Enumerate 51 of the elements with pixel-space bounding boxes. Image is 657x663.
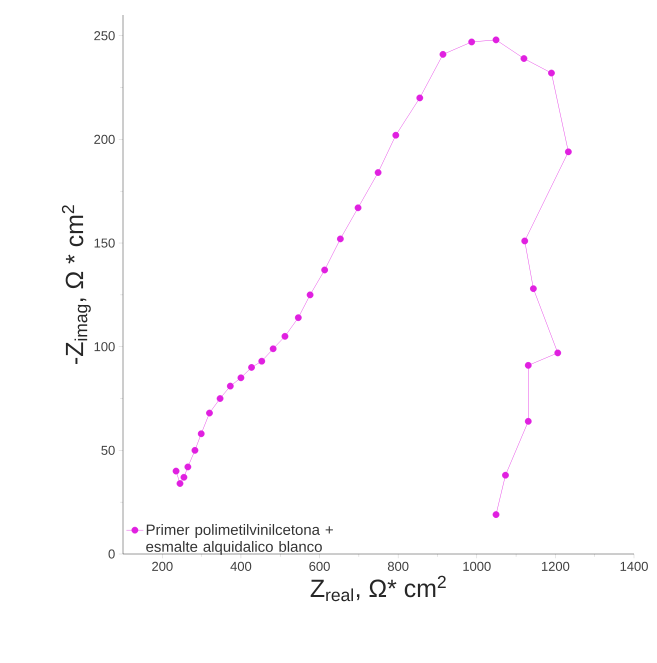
point: [226, 382, 234, 390]
point: [336, 235, 344, 242]
point: [248, 364, 255, 371]
x-tick-label: 1200: [542, 562, 570, 571]
point: [184, 464, 192, 470]
point: [524, 418, 532, 425]
point: [306, 291, 314, 298]
point: [548, 70, 555, 76]
x-tick-label: 400: [230, 562, 252, 571]
y-tick-label: 0: [108, 549, 115, 559]
point: [492, 36, 500, 44]
point: [492, 511, 500, 518]
point: [176, 480, 184, 487]
point: [521, 238, 528, 244]
y-tick-label: 250: [94, 31, 115, 40]
point: [238, 374, 244, 382]
point: [258, 358, 266, 365]
point: [554, 350, 562, 356]
x-tick-label: 600: [309, 562, 330, 571]
point: [192, 446, 198, 454]
point: [172, 468, 180, 474]
y-axis-title: -Z$_{imag}$, Ω * cm$^{2}$: [62, 205, 91, 364]
y-tick-label: 150: [94, 238, 115, 248]
y-tick-label: 100: [94, 342, 115, 352]
point: [416, 94, 424, 102]
x-axis-title: Z$_{real}$, Ω* cm$^{2}$: [310, 576, 446, 602]
y-tick-label: 50: [101, 446, 115, 455]
point: [216, 395, 224, 402]
legend-label: Primer polimetilvinilcetona + esmalte alquidalico blanco: [146, 524, 333, 555]
x-tick-label: 1400: [620, 562, 648, 571]
x-tick-label: 200: [152, 562, 173, 571]
point: [321, 266, 328, 274]
point: [440, 50, 446, 58]
point: [270, 345, 277, 352]
y-tick-label: 200: [94, 134, 115, 144]
point: [198, 430, 205, 438]
point: [294, 314, 302, 322]
point: [468, 38, 476, 46]
point: [530, 285, 537, 292]
point: [502, 472, 509, 479]
point: [180, 474, 188, 481]
point: [282, 332, 288, 340]
x-tick-label: 1000: [463, 562, 491, 571]
point: [524, 362, 532, 369]
point: [354, 204, 362, 212]
point: [520, 55, 528, 62]
x-tick-label: 800: [388, 562, 408, 571]
point: [206, 410, 213, 416]
point: [374, 169, 382, 176]
point: [392, 132, 400, 139]
point: [564, 148, 572, 156]
